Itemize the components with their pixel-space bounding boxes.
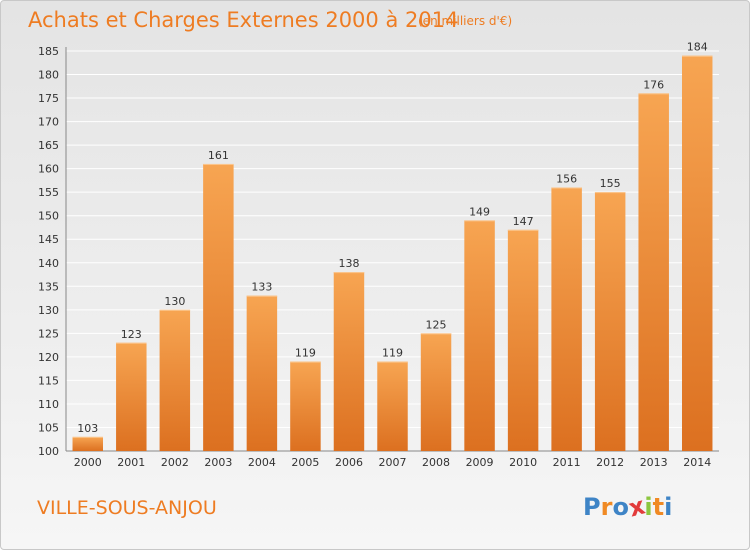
y-tick-label: 110 bbox=[38, 398, 59, 411]
x-tick-label: 2010 bbox=[509, 456, 537, 469]
data-label: 155 bbox=[600, 177, 621, 190]
place-name: VILLE-SOUS-ANJOU bbox=[37, 497, 217, 519]
data-label: 184 bbox=[687, 41, 708, 54]
bar bbox=[594, 192, 626, 452]
y-tick-label: 180 bbox=[38, 69, 59, 82]
bar bbox=[116, 342, 147, 451]
bar bbox=[72, 436, 104, 451]
y-tick-label: 105 bbox=[38, 421, 59, 434]
y-tick-label: 115 bbox=[38, 374, 59, 387]
bar bbox=[290, 361, 321, 451]
data-label: 123 bbox=[121, 328, 142, 341]
data-label: 176 bbox=[643, 78, 664, 91]
y-tick-label: 165 bbox=[38, 139, 59, 152]
y-tick-label: 125 bbox=[38, 327, 59, 340]
bar bbox=[420, 333, 452, 451]
bar bbox=[159, 309, 191, 451]
data-label: 161 bbox=[208, 149, 229, 162]
chart-title: Achats et Charges Externes 2000 à 2014 bbox=[28, 8, 459, 32]
y-tick-label: 130 bbox=[38, 304, 59, 317]
data-label: 138 bbox=[338, 257, 359, 270]
x-tick-label: 2005 bbox=[291, 456, 319, 469]
data-label: 125 bbox=[426, 318, 447, 331]
logo-letter: P bbox=[583, 493, 601, 521]
y-tick-label: 160 bbox=[38, 163, 59, 176]
data-label: 133 bbox=[251, 281, 272, 294]
data-label: 156 bbox=[556, 172, 577, 185]
logo-letter: o bbox=[612, 493, 629, 521]
logo-letter: i bbox=[644, 493, 653, 521]
x-tick-label: 2012 bbox=[596, 456, 624, 469]
x-tick-label: 2014 bbox=[683, 456, 711, 469]
y-tick-label: 120 bbox=[38, 351, 59, 364]
chart-units: (en milliers d'€) bbox=[418, 14, 513, 28]
bar bbox=[464, 220, 495, 451]
bar bbox=[681, 55, 713, 452]
x-tick-label: 2008 bbox=[422, 456, 450, 469]
data-label: 130 bbox=[164, 295, 185, 308]
bar bbox=[638, 93, 669, 452]
y-tick-label: 170 bbox=[38, 116, 59, 129]
x-tick-label: 2004 bbox=[248, 456, 276, 469]
bar bbox=[377, 361, 408, 451]
x-tick-label: 2003 bbox=[204, 456, 232, 469]
data-label: 147 bbox=[513, 215, 534, 228]
bar bbox=[551, 187, 582, 451]
proxiti-logo: Proxiti bbox=[583, 491, 673, 522]
x-tick-label: 2001 bbox=[117, 456, 145, 469]
x-tick-label: 2002 bbox=[161, 456, 189, 469]
y-tick-label: 150 bbox=[38, 210, 59, 223]
y-tick-label: 155 bbox=[38, 186, 59, 199]
bar bbox=[203, 163, 234, 452]
y-tick-label: 135 bbox=[38, 280, 59, 293]
x-tick-label: 2000 bbox=[74, 456, 102, 469]
logo-letter: r bbox=[600, 493, 613, 521]
x-tick-label: 2007 bbox=[379, 456, 407, 469]
y-tick-label: 145 bbox=[38, 233, 59, 246]
x-tick-label: 2011 bbox=[553, 456, 581, 469]
bar bbox=[507, 229, 539, 451]
logo-letter: i bbox=[664, 493, 673, 521]
x-tick-label: 2006 bbox=[335, 456, 363, 469]
bar bbox=[246, 295, 278, 451]
x-tick-label: 2013 bbox=[640, 456, 668, 469]
data-label: 149 bbox=[469, 205, 490, 218]
bar bbox=[333, 272, 365, 451]
x-tick-label: 2009 bbox=[466, 456, 494, 469]
data-label: 103 bbox=[77, 422, 98, 435]
y-tick-label: 185 bbox=[38, 45, 59, 58]
y-tick-label: 175 bbox=[38, 92, 59, 105]
data-label: 119 bbox=[295, 347, 316, 360]
logo-letter: t bbox=[652, 493, 665, 521]
data-label: 119 bbox=[382, 347, 403, 360]
y-tick-label: 100 bbox=[38, 445, 59, 458]
y-tick-label: 140 bbox=[38, 257, 59, 270]
